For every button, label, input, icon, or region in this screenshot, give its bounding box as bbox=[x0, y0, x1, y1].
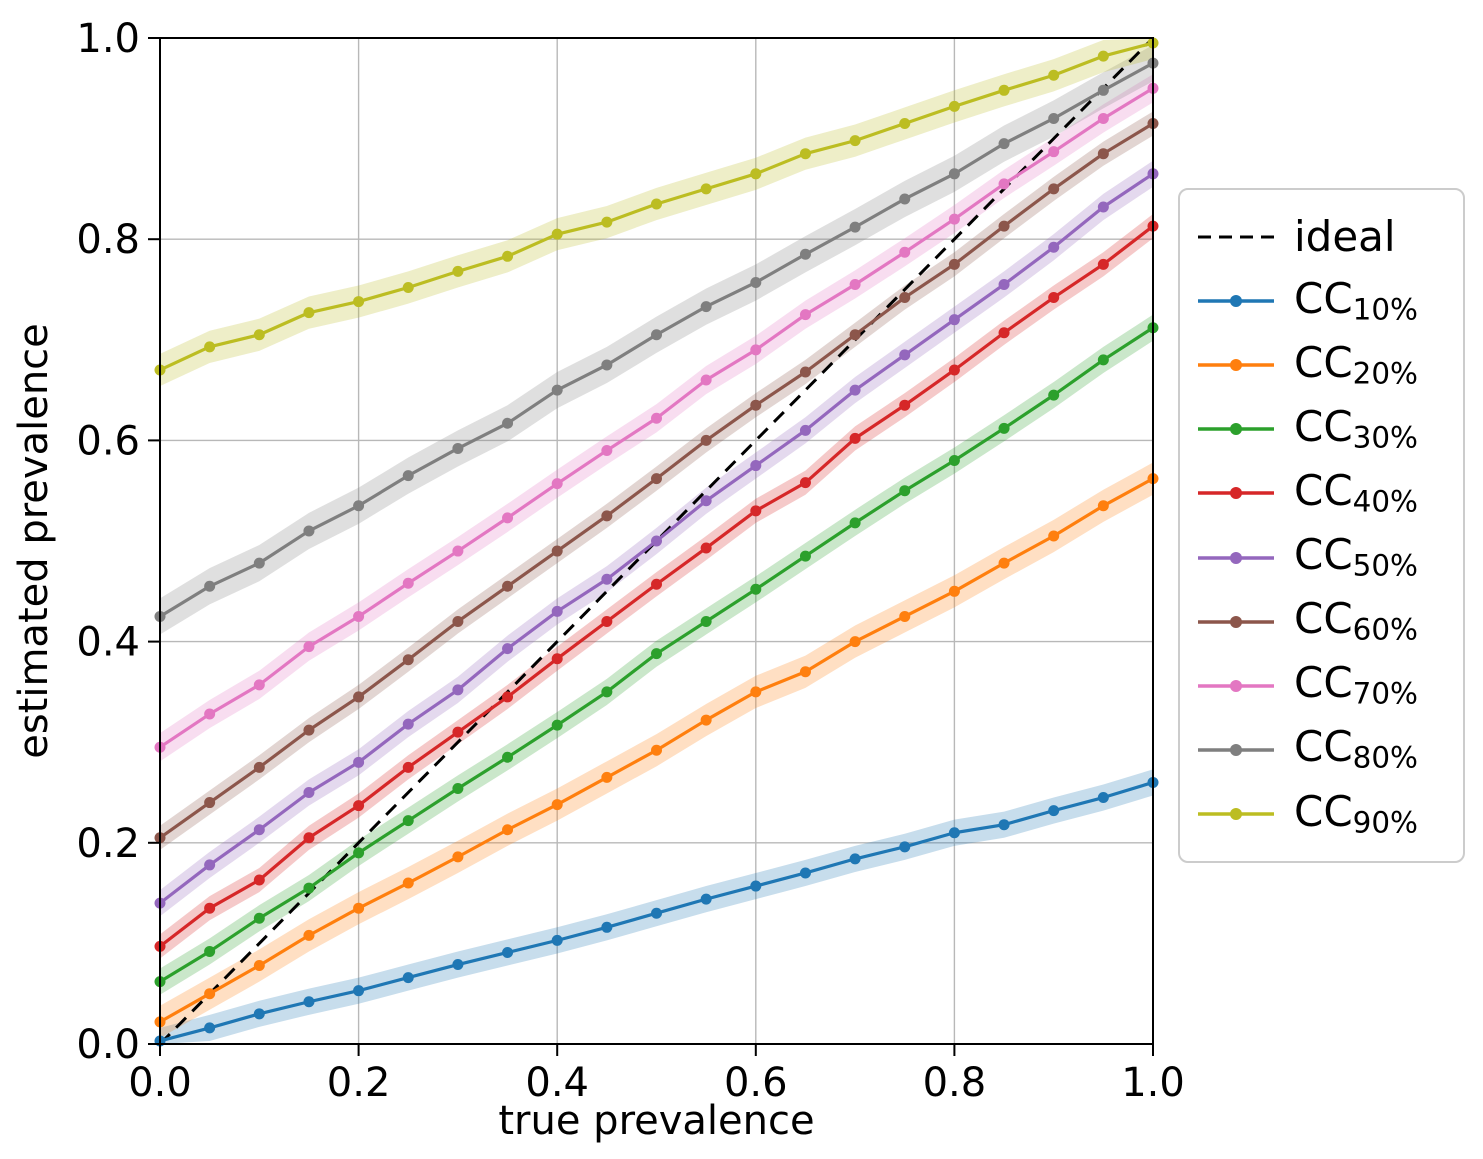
y-axis-label: estimated prevalence bbox=[11, 323, 57, 759]
legend-label: CC20% bbox=[1294, 337, 1418, 391]
series-cc-40pct bbox=[154, 220, 1159, 952]
legend-label: CC60% bbox=[1294, 594, 1418, 647]
legend-line-marker-sample bbox=[1198, 615, 1274, 628]
legend-entry: CC30% bbox=[1196, 401, 1453, 455]
legend-line-marker-sample bbox=[1198, 359, 1274, 372]
y-tick-label: 0.6 bbox=[76, 418, 140, 464]
legend-line-marker-sample bbox=[1198, 487, 1274, 500]
legend-line-marker-sample bbox=[1198, 743, 1274, 756]
legend-label: CC90% bbox=[1294, 786, 1418, 840]
legend-entry: CC60% bbox=[1196, 594, 1453, 647]
y-tick-label: 0.8 bbox=[76, 217, 140, 263]
legend: ideal CC10% CC20% CC30% CC40% CC50% CC60% CC70%… bbox=[1178, 188, 1465, 863]
x-tick-label: 0.8 bbox=[923, 1060, 987, 1106]
legend-line-marker-sample bbox=[1198, 295, 1274, 308]
legend-entry: ideal bbox=[1196, 214, 1453, 260]
y-tick-label: 0.2 bbox=[76, 821, 140, 867]
y-tick-label: 1.0 bbox=[76, 16, 140, 62]
series-cc-60pct bbox=[154, 118, 1159, 844]
legend-label: ideal bbox=[1294, 212, 1396, 261]
x-axis-label: true prevalence bbox=[498, 1098, 815, 1144]
x-tick-label: 0.4 bbox=[525, 1060, 589, 1106]
legend-label: CC40% bbox=[1294, 466, 1418, 519]
series-cc-70pct bbox=[154, 82, 1159, 753]
series-cc-50pct bbox=[154, 168, 1159, 909]
legend-entry: CC20% bbox=[1196, 337, 1453, 391]
legend-entry: CC90% bbox=[1196, 786, 1453, 840]
legend-entry: CC50% bbox=[1196, 530, 1453, 583]
legend-line-marker-sample bbox=[1198, 423, 1274, 436]
legend-label: CC10% bbox=[1294, 273, 1418, 327]
legend-label: CC30% bbox=[1294, 401, 1418, 455]
legend-line-marker-sample bbox=[1198, 551, 1274, 564]
series-cc-90pct bbox=[154, 37, 1159, 376]
axis-ticks: 0.0 0.2 0.4 0.6 0.8 1.0 0.0 0.2 0.4 0.6 0.8 1.0 bbox=[76, 16, 1184, 1106]
series-cc-80pct bbox=[154, 57, 1159, 622]
y-tick-label: 0.4 bbox=[76, 620, 140, 666]
x-tick-label: 0.6 bbox=[724, 1060, 788, 1106]
x-tick-label: 0.0 bbox=[128, 1060, 192, 1106]
x-tick-label: 0.2 bbox=[327, 1060, 391, 1106]
legend-dashed-line-sample bbox=[1198, 235, 1274, 239]
legend-line-marker-sample bbox=[1198, 807, 1274, 820]
legend-line-marker-sample bbox=[1198, 679, 1274, 692]
y-tick-label: 0.0 bbox=[76, 1022, 140, 1068]
legend-label: CC50% bbox=[1294, 530, 1418, 583]
legend-label: CC80% bbox=[1294, 722, 1418, 775]
x-tick-label: 1.0 bbox=[1121, 1060, 1185, 1106]
legend-label: CC70% bbox=[1294, 658, 1418, 711]
series-cc-20pct bbox=[154, 473, 1159, 1028]
axes-frame bbox=[159, 37, 1154, 1045]
legend-entry: CC40% bbox=[1196, 470, 1453, 516]
legend-entry: CC10% bbox=[1196, 273, 1453, 327]
legend-entry: CC80% bbox=[1196, 722, 1453, 775]
legend-entry: CC70% bbox=[1196, 658, 1453, 711]
